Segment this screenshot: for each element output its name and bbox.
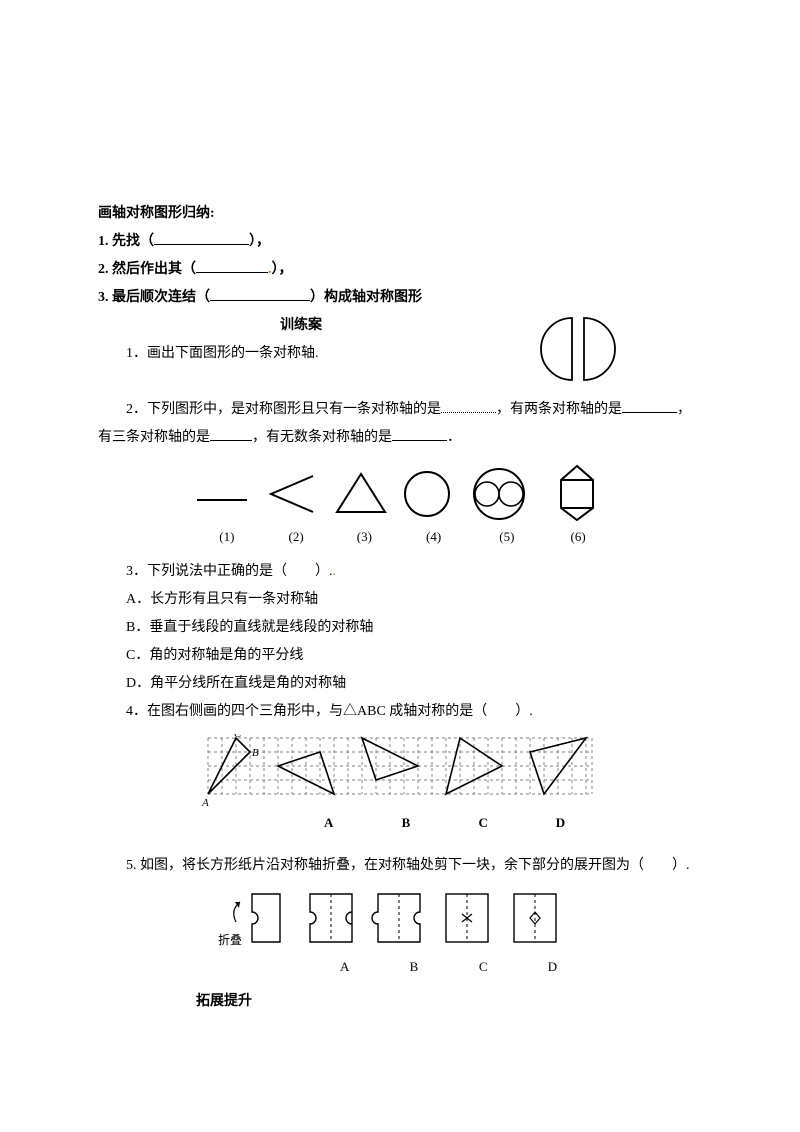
step3-prefix: 3. 最后顺次连结（: [98, 290, 210, 305]
step3-suffix: ）构成轴对称图形: [310, 290, 422, 305]
q2-l1a: 2．下列图形中，是对称图形且只有一条对称轴的是: [126, 402, 441, 417]
q2-l1c: ，: [677, 402, 691, 417]
q4-figure: C B A A B C D: [98, 734, 702, 836]
q5-stem: 5. 如图，将长方形纸片沿对称轴折叠，在对称轴处剪下一块，余下部分的展开图为（ …: [98, 852, 702, 880]
q3-a: A．长方形有且只有一条对称轴: [98, 586, 702, 614]
q2-l2a: 有三条对称轴的是: [98, 430, 210, 445]
q5-label-a: A: [312, 954, 378, 980]
step1-prefix: 1. 先找（: [98, 234, 154, 249]
summary-step1: 1. 先找（ ），: [98, 228, 702, 256]
summary-step2: 2. 然后作出其（.），: [98, 256, 702, 284]
q5-label-b: B: [381, 954, 447, 980]
q4-stem: 4．在图右侧画的四个三角形中，与△ABC 成轴对称的是（ ）.: [98, 698, 702, 726]
orange-mark-2: .: [333, 564, 337, 579]
q4-labels: A B C D: [98, 810, 702, 836]
q2-labels: (1) (2) (3) (4) (5) (6): [98, 524, 702, 550]
step2-prefix: 2. 然后作出其（: [98, 262, 196, 277]
q5-label-c: C: [450, 954, 516, 980]
blank-q2-3[interactable]: [210, 427, 252, 441]
q2-label-1: (1): [192, 524, 262, 550]
q3-d: D．角平分线所在直线是角的对称轴: [98, 670, 702, 698]
blank-q2-1[interactable]: [441, 399, 496, 413]
q1-figure: [524, 310, 632, 399]
q3-stem-text: 3．下列说法中正确的是（ ）.: [126, 564, 333, 579]
q4-label-c: C: [446, 810, 520, 836]
q2-l1b: ，有两条对称轴的是: [496, 402, 622, 417]
q2-label-3: (3): [330, 524, 398, 550]
blank-q2-2[interactable]: [622, 399, 677, 413]
blank-step3[interactable]: [210, 287, 310, 301]
q5-label-d: D: [520, 954, 586, 980]
q2-figure: (1) (2) (3) (4) (5) (6): [98, 460, 702, 550]
svg-text:C: C: [234, 734, 242, 740]
q2-label-4: (4): [402, 524, 466, 550]
blank-step1[interactable]: [154, 231, 249, 245]
q2-label-2: (2): [265, 524, 327, 550]
step2-suffix: ），: [272, 262, 293, 277]
svg-text:A: A: [201, 797, 209, 809]
q2-line2: 有三条对称轴的是 ，有无数条对称轴的是 ．: [98, 424, 702, 452]
q4-label-d: D: [524, 810, 598, 836]
q5-labels: A B C D: [98, 954, 702, 980]
summary-step3: 3. 最后顺次连结（ ）构成轴对称图形: [98, 284, 702, 312]
extension-title: 拓展提升: [98, 988, 702, 1016]
q2-l2c: ．: [447, 430, 461, 445]
q2-l2b: ，有无数条对称轴的是: [252, 430, 392, 445]
svg-text:B: B: [252, 747, 259, 759]
blank-step2[interactable]: [196, 259, 268, 273]
q4-label-b: B: [369, 810, 443, 836]
q3-c: C．角的对称轴是角的平分线: [98, 642, 702, 670]
q3-b: B．垂直于线段的直线就是线段的对称轴: [98, 614, 702, 642]
q3-stem: 3．下列说法中正确的是（ ）..: [98, 558, 702, 586]
q4-label-a: A: [292, 810, 366, 836]
q5-fold-label: 折叠: [218, 932, 242, 947]
q2-line1: 2．下列图形中，是对称图形且只有一条对称轴的是 ，有两条对称轴的是 ，: [98, 396, 702, 424]
q2-label-6: (6): [548, 524, 608, 550]
q5-figure: 折叠: [98, 888, 702, 980]
step1-suffix: ），: [249, 234, 270, 249]
q2-label-5: (5): [469, 524, 545, 550]
blank-q2-4[interactable]: [392, 427, 447, 441]
summary-title: 画轴对称图形归纳:: [98, 200, 702, 228]
